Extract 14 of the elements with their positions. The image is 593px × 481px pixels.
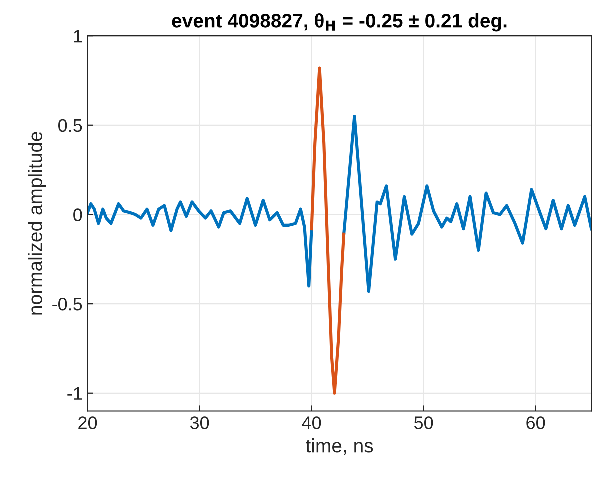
- y-tick-label: -1: [68, 388, 82, 400]
- y-tick-label: 0.5: [58, 119, 82, 132]
- line-series: [310, 66, 346, 395]
- y-tick-label: 0: [74, 208, 82, 222]
- y-axis-title: normalized amplitude: [28, 132, 46, 315]
- x-tick-label: 40: [302, 416, 322, 430]
- x-tick-label: 20: [78, 416, 98, 430]
- y-tick-label: -0.5: [52, 298, 82, 311]
- chart-title: event 4098827, θ$_{H}$ = -0.25 ± 0.21 deg.: [172, 14, 507, 32]
- x-tick-label: 60: [526, 416, 546, 430]
- x-axis-title: time, ns: [306, 438, 374, 456]
- y-tick-label: 1: [74, 30, 82, 43]
- x-tick-label: 30: [190, 416, 210, 430]
- x-tick-label: 50: [414, 416, 434, 430]
